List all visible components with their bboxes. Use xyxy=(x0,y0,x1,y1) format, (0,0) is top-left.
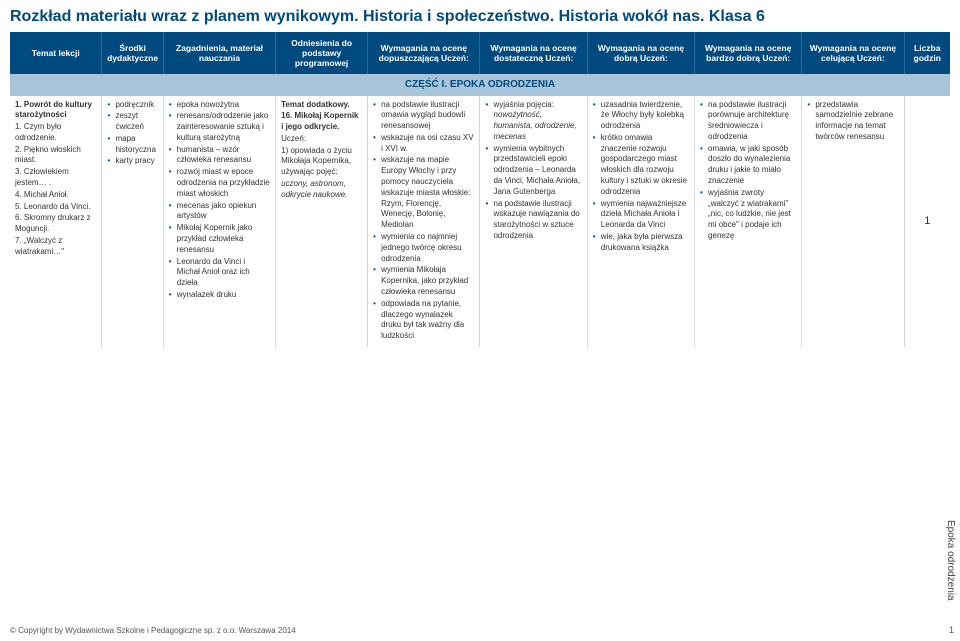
th-refs: Odniesienia do podstawy programowej xyxy=(276,32,368,74)
list-item: wyjaśnia pojęcia: nowożytność, humanista… xyxy=(485,100,581,143)
header-row: Temat lekcji Środki dydaktyczne Zagadnie… xyxy=(10,32,950,74)
th-topic: Temat lekcji xyxy=(10,32,102,74)
cell-grade-good: uzasadnia twierdzenie, że Włochy były ko… xyxy=(587,96,694,348)
list-item: mapa historyczna xyxy=(107,134,157,156)
list-item: przedstawia samodzielnie zebrane informa… xyxy=(807,100,898,143)
list-item: wymienia co najmniej jednego twórcę okre… xyxy=(373,232,474,264)
th-issues: Zagadnienia, materiał nauczania xyxy=(163,32,275,74)
list-item: rozwój miast w epoce odrodzenia na przyk… xyxy=(169,167,270,199)
list-item: podręcznik xyxy=(107,100,157,111)
page-number: 1 xyxy=(949,625,954,635)
th-grade-vgood: Wymagania na ocenę bardzo dobrą Uczeń: xyxy=(695,32,802,74)
topic-sub: 4. Michał Anioł. xyxy=(15,190,96,201)
th-grade-sat: Wymagania na ocenę dostateczną Uczeń: xyxy=(480,32,587,74)
list-item: humanista – wzór człowieka renesansu xyxy=(169,145,270,167)
list-item: odpowiada na pytanie, dlaczego wynalazek… xyxy=(373,299,474,342)
cell-issues: epoka nowożytna renesans/odrodzenie jako… xyxy=(163,96,275,348)
topic-main: 1. Powrót do kultury starożytności xyxy=(15,100,96,122)
list-item: na podstawie ilustracji omawia wygląd bu… xyxy=(373,100,474,132)
list-item: wie, jaka była pierwsza drukowana książk… xyxy=(593,232,689,254)
th-hours: Liczba godzin xyxy=(904,32,950,74)
topic-sub: 6. Skromny drukarz z Moguncji. xyxy=(15,213,96,235)
list-item: Mikołaj Kopernik jako przykład człowieka… xyxy=(169,223,270,255)
content-row: 1. Powrót do kultury starożytności 1. Cz… xyxy=(10,96,950,348)
list-item: Leonardo da Vinci i Michał Anioł oraz ic… xyxy=(169,257,270,289)
list-item: wymienia najważniejsze dzieła Michała An… xyxy=(593,199,689,231)
cell-grade-pass: na podstawie ilustracji omawia wygląd bu… xyxy=(368,96,480,348)
list-item: renesans/odrodzenie jako zainteresowanie… xyxy=(169,111,270,143)
ref-head: 16. Mikołaj Kopernik i jego odkrycie. xyxy=(281,111,362,133)
list-item: wskazuje na mapie Europy Włochy i przy p… xyxy=(373,155,474,231)
cell-refs: Temat dodatkowy. 16. Mikołaj Kopernik i … xyxy=(276,96,368,348)
th-materials: Środki dydaktyczne xyxy=(102,32,163,74)
cell-materials: podręcznik zeszyt ćwiczeń mapa historycz… xyxy=(102,96,163,348)
list-item: uzasadnia twierdzenie, że Włochy były ko… xyxy=(593,100,689,132)
cell-grade-exc: przedstawia samodzielnie zebrane informa… xyxy=(802,96,904,348)
list-item: na podstawie ilustracji wskazuje nawiąza… xyxy=(485,199,581,242)
list-item: zeszyt ćwiczeń xyxy=(107,111,157,133)
topic-sub: 5. Leonardo da Vinci. xyxy=(15,202,96,213)
topic-sub: 1. Czym było odrodzenie. xyxy=(15,122,96,144)
list-item: wskazuje na osi czasu XV i XVI w. xyxy=(373,133,474,155)
list-item: na podstawie ilustracji porównuje archit… xyxy=(700,100,796,143)
cell-topic: 1. Powrót do kultury starożytności 1. Cz… xyxy=(10,96,102,348)
cell-grade-sat: wyjaśnia pojęcia: nowożytność, humanista… xyxy=(480,96,587,348)
list-item: omawia, w jaki sposób doszło do wynalezi… xyxy=(700,144,796,187)
ref-text: uczony, astronom, odkrycie naukowe. xyxy=(281,179,362,201)
topic-sub: 2. Piękno włoskich miast. xyxy=(15,145,96,167)
list-item: wymienia wybitnych przedstawicieli epoki… xyxy=(485,144,581,198)
list-item: wynalazek druku xyxy=(169,290,270,301)
section-title: CZĘŚĆ I. EPOKA ODRODZENIA xyxy=(10,74,950,96)
list-item: epoka nowożytna xyxy=(169,100,270,111)
page-title: Rozkład materiału wraz z planem wynikowy… xyxy=(0,0,960,32)
ref-head: Temat dodatkowy. xyxy=(281,100,362,111)
list-item: wyjaśnia zwroty „walczyć z wiatrakami" „… xyxy=(700,188,796,242)
list-item: mecenas jako opiekun artystów xyxy=(169,201,270,223)
ref-text: Uczeń: xyxy=(281,134,362,145)
cell-hours: 1 xyxy=(904,96,950,348)
th-grade-exc: Wymagania na ocenę celującą Uczeń: xyxy=(802,32,904,74)
topic-sub: 3. Człowiekiem jestem… . xyxy=(15,167,96,189)
ref-text: 1) opowiada o życiu Mikołaja Kopernika, … xyxy=(281,146,362,178)
cell-grade-vgood: na podstawie ilustracji porównuje archit… xyxy=(695,96,802,348)
list-item: wymienia Mikołaja Kopernika, jako przykł… xyxy=(373,265,474,297)
topic-sub: 7. „Walczyć z wiatrakami…" xyxy=(15,236,96,258)
list-item: krótko omawia znaczenie rozwoju gospodar… xyxy=(593,133,689,198)
th-grade-pass: Wymagania na ocenę dopuszczającą Uczeń: xyxy=(368,32,480,74)
curriculum-table: Temat lekcji Środki dydaktyczne Zagadnie… xyxy=(10,32,950,347)
section-row: CZĘŚĆ I. EPOKA ODRODZENIA xyxy=(10,74,950,96)
th-grade-good: Wymagania na ocenę dobrą Uczeń: xyxy=(587,32,694,74)
footer-copyright: © Copyright by Wydawnictwa Szkolne i Ped… xyxy=(10,626,296,635)
side-label: Epoka odrodzenia xyxy=(945,520,956,601)
list-item: karty pracy xyxy=(107,156,157,167)
